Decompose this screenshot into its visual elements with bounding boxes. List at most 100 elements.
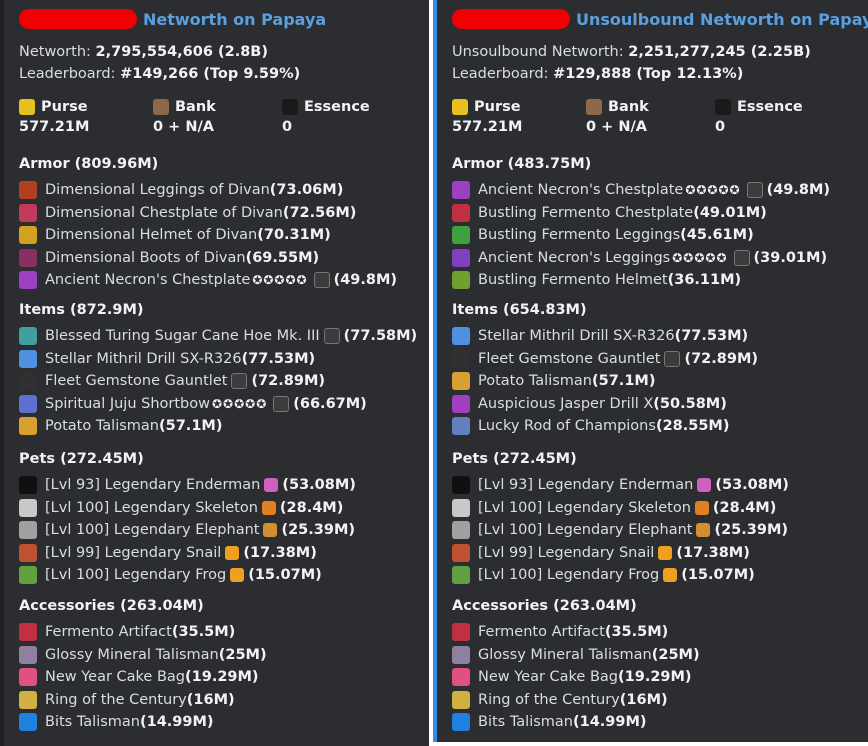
pets-section-title: Pets (272.45M) <box>452 451 577 467</box>
purse-value: 577.21M <box>19 119 90 135</box>
mineral-icon <box>452 645 470 664</box>
purse-field: Purse 577.21M <box>19 99 89 135</box>
gauntlet-icon <box>19 372 37 391</box>
items-section-title: Items (872.9M) <box>19 302 144 318</box>
drill-icon <box>452 327 470 345</box>
leggings-icon <box>19 181 37 199</box>
ring-icon <box>452 690 470 709</box>
item-name: Fleet Gemstone Gauntlet <box>45 373 228 390</box>
bits-icon <box>452 713 470 732</box>
item-name: [Lvl 99] Legendary Snail <box>478 544 655 561</box>
gemstone-icon <box>323 328 340 344</box>
list-item: Ancient Necron's Chestplate ✪✪✪✪✪ (49.8M) <box>19 270 397 290</box>
item-value: (70.31M) <box>257 227 331 244</box>
item-value: (45.61M) <box>680 227 754 244</box>
essence-field: Essence 0 <box>282 99 370 135</box>
list-item: Auspicious Jasper Drill X (50.58M) <box>452 394 727 414</box>
item-value: (36.11M) <box>667 272 742 289</box>
list-item: Dimensional Chestplate of Divan (72.56M) <box>19 203 356 223</box>
item-name: Ancient Necron's Chestplate <box>478 182 684 198</box>
list-item: Ring of the Century (16M) <box>19 690 235 710</box>
list-item: Ancient Necron's Leggings ✪✪✪✪✪ (39.01M) <box>452 248 827 268</box>
list-item: Bustling Fermento Chestplate (49.01M) <box>452 203 767 223</box>
boots-icon <box>19 248 37 267</box>
mineral-icon <box>19 645 37 664</box>
item-name: [Lvl 100] Legendary Elephant <box>45 522 260 539</box>
item-value: (66.67M) <box>293 395 367 412</box>
item-value: (69.55M) <box>245 249 320 266</box>
item-value: (16M) <box>186 691 235 708</box>
essence-label: Essence <box>737 99 803 115</box>
essence-value: 0 <box>715 119 726 135</box>
item-value: (49.8M) <box>333 272 398 289</box>
item-value: (35.5M) <box>604 624 669 640</box>
embed-accent-bar <box>0 0 4 746</box>
items-section-title: Items (654.83M) <box>452 302 587 318</box>
list-item: Fermento Artifact (35.5M) <box>19 622 235 642</box>
item-value: (77.53M) <box>241 350 316 367</box>
item-value: (19.29M) <box>618 669 692 686</box>
list-item: Spiritual Juju Shortbow ✪✪✪✪✪ (66.67M) <box>19 394 367 414</box>
leaderboard-line: Leaderboard: #129,888 (Top 12.13%) <box>452 66 743 82</box>
sword-icon <box>697 478 712 492</box>
gauntlet-icon <box>452 349 470 368</box>
item-name: Stellar Mithril Drill SX-R326 <box>478 328 675 344</box>
item-value: (28.4M) <box>712 499 777 516</box>
networth-label: Networth: <box>19 44 91 60</box>
author-link[interactable]: Networth on Papaya <box>143 9 327 29</box>
list-item: Ring of the Century (16M) <box>452 690 668 710</box>
leggings-icon <box>452 248 470 267</box>
item-name: New Year Cake Bag <box>45 669 186 686</box>
gemstone-icon <box>313 272 330 289</box>
potato-icon <box>452 372 470 391</box>
unsoulbound-networth-embed: Unsoulbound Networth on Papaya Unsoulboun… <box>433 0 868 742</box>
item-value: (49.8M) <box>766 182 831 198</box>
networth-embed: Networth on Papaya Networth: 2,795,554,60… <box>0 0 429 746</box>
drill-icon <box>19 349 37 368</box>
item-value: (14.99M) <box>139 714 214 731</box>
list-item: Potato Talisman (57.1M) <box>19 416 222 436</box>
item-name: Fleet Gemstone Gauntlet <box>478 350 661 367</box>
list-item: Dimensional Helmet of Divan (70.31M) <box>19 225 331 245</box>
bow-icon <box>19 394 37 413</box>
list-item: Potato Talisman (57.1M) <box>452 371 655 391</box>
list-item: Fleet Gemstone Gauntlet (72.89M) <box>19 371 325 391</box>
potato-icon <box>19 417 37 436</box>
item-value: (72.89M) <box>251 373 326 390</box>
list-item: Dimensional Boots of Divan (69.55M) <box>19 248 319 268</box>
bank-label: Bank <box>608 99 649 115</box>
bank-value: 0 + N/A <box>153 119 214 135</box>
pumpkin-icon <box>261 500 276 515</box>
star-rating: ✪✪✪✪✪ <box>211 396 268 411</box>
item-value: (17.38M) <box>676 544 750 561</box>
bank-icon <box>586 99 602 115</box>
item-name: New Year Cake Bag <box>478 669 619 686</box>
chestplate-icon <box>19 203 37 222</box>
author-link[interactable]: Unsoulbound Networth on Papaya <box>576 9 868 29</box>
item-value: (25.39M) <box>714 522 789 539</box>
pumpkin-icon <box>694 500 709 515</box>
purse-value: 577.21M <box>452 119 523 135</box>
item-value: (57.1M) <box>592 373 656 390</box>
list-item: [Lvl 93] Legendary Enderman (53.08M) <box>19 475 356 495</box>
frog-icon <box>19 566 37 585</box>
list-item: [Lvl 100] Legendary Frog (15.07M) <box>19 565 322 585</box>
list-item: [Lvl 100] Legendary Elephant (25.39M) <box>452 520 788 540</box>
essence-field: Essence 0 <box>715 99 803 135</box>
item-name: Bits Talisman <box>45 714 140 731</box>
list-item: Lucky Rod of Champions (28.55M) <box>452 416 730 436</box>
list-item: Fermento Artifact (35.5M) <box>452 622 668 642</box>
item-name: Dimensional Leggings of Divan <box>45 182 270 198</box>
redacted-username <box>452 9 570 29</box>
item-name: Lucky Rod of Champions <box>478 418 656 435</box>
gemstone-icon <box>746 182 763 198</box>
candy-icon <box>663 568 678 583</box>
item-value: (72.56M) <box>282 204 357 221</box>
gold-ingot-icon <box>19 99 35 115</box>
list-item: Glossy Mineral Talisman (25M) <box>452 645 700 665</box>
snail-icon <box>19 543 37 562</box>
mushroom-icon <box>452 623 470 641</box>
gemstone-icon <box>664 350 681 367</box>
leaderboard-value: #149,266 (Top 9.59%) <box>120 66 301 82</box>
list-item: Blessed Turing Sugar Cane Hoe Mk. III (77… <box>19 326 417 346</box>
